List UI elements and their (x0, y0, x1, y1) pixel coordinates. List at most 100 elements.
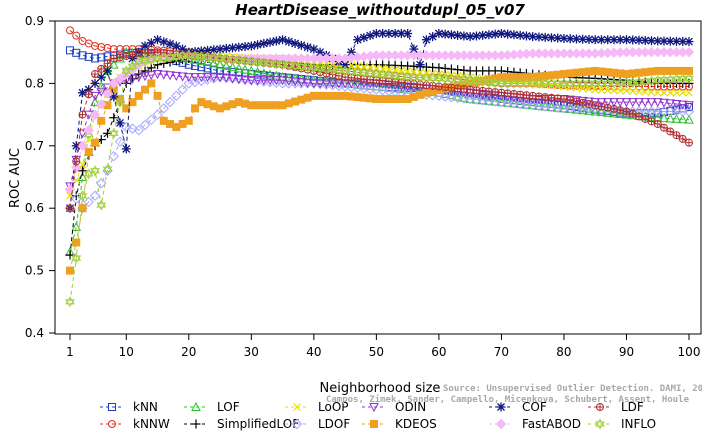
data-point (146, 114, 157, 126)
data-point (133, 73, 144, 83)
data-point (452, 92, 463, 103)
data-point (597, 85, 606, 94)
data-point (209, 45, 219, 55)
data-point (409, 71, 419, 83)
data-point (566, 96, 575, 105)
data-point (609, 77, 619, 89)
data-point (265, 76, 275, 86)
x-tick-label: 70 (494, 345, 509, 359)
data-point (646, 98, 657, 108)
data-point (609, 98, 619, 108)
data-point (483, 95, 495, 107)
data-point (653, 119, 662, 128)
data-point (208, 73, 219, 83)
source-credit-line-2: Campos, Zimek, Sander, Campello, Micenko… (326, 394, 690, 405)
data-point (271, 36, 281, 46)
data-point (678, 134, 687, 143)
data-point (165, 71, 175, 81)
data-point (296, 40, 306, 50)
legend-marker (495, 418, 507, 430)
data-point (96, 199, 107, 211)
legend-label: FastABOD (522, 417, 581, 431)
data-point (508, 98, 520, 109)
data-point (440, 63, 450, 73)
data-point (659, 98, 669, 108)
data-point (427, 72, 438, 84)
data-point (66, 204, 74, 213)
data-point (90, 91, 100, 101)
data-point (140, 72, 150, 82)
data-point (164, 96, 176, 108)
data-point (108, 127, 119, 139)
legend-label: KDEOS (395, 417, 437, 431)
data-point (152, 109, 163, 120)
y-tick-label: 0.4 (25, 326, 44, 340)
data-point (78, 51, 87, 60)
x-tick-label: 10 (119, 345, 134, 359)
data-point (678, 88, 687, 97)
data-point (215, 59, 225, 69)
data-point (584, 99, 593, 108)
data-point (378, 64, 387, 73)
data-point (177, 84, 188, 95)
data-point (109, 54, 118, 63)
data-point (489, 96, 501, 107)
data-point (584, 97, 594, 107)
data-point (227, 74, 238, 84)
legend-marker (293, 403, 301, 411)
data-point (252, 76, 263, 86)
y-tick-label: 0.8 (25, 76, 44, 90)
data-point (221, 60, 232, 70)
data-point (271, 77, 282, 88)
data-point (102, 83, 113, 93)
data-point (246, 76, 257, 86)
data-point (71, 252, 82, 264)
data-point (446, 64, 456, 74)
legend-item-COF: COF (489, 400, 547, 414)
y-tick-label: 0.5 (25, 264, 44, 278)
data-point (321, 79, 332, 89)
data-point (259, 38, 269, 48)
data-point (666, 88, 675, 97)
series-layer (64, 26, 695, 308)
series-line-LoOP (69, 54, 689, 196)
data-point (446, 91, 457, 103)
data-point (477, 95, 488, 106)
data-point (146, 71, 157, 81)
chart-title: HeartDisease_withoutdupl_05_v07 (235, 1, 525, 19)
data-point (533, 100, 545, 112)
data-point (603, 103, 612, 112)
data-point (616, 86, 625, 95)
data-point (114, 136, 126, 147)
data-point (139, 119, 151, 131)
y-tick-label: 0.6 (25, 201, 44, 215)
data-point (202, 73, 213, 83)
data-point (502, 97, 513, 108)
data-point (685, 88, 693, 97)
data-point (578, 98, 587, 107)
data-point (134, 91, 143, 100)
data-point (108, 59, 119, 69)
data-point (471, 94, 482, 105)
data-point (434, 63, 444, 73)
data-point (196, 75, 207, 87)
data-point (459, 65, 469, 75)
x-tick-label: 40 (306, 345, 321, 359)
data-point (397, 66, 406, 75)
data-point (96, 98, 107, 110)
legend-marker (191, 401, 201, 411)
data-point (108, 150, 119, 162)
data-point (685, 138, 693, 147)
data-point (609, 35, 619, 45)
data-point (403, 28, 413, 38)
data-point (365, 31, 375, 41)
data-point (127, 123, 138, 134)
data-point (685, 103, 693, 112)
data-point (302, 78, 313, 88)
x-tick-label: 80 (556, 345, 571, 359)
data-point (496, 77, 507, 89)
data-point (577, 105, 588, 115)
data-point (97, 53, 106, 62)
data-point (116, 45, 125, 54)
data-point (321, 79, 332, 90)
